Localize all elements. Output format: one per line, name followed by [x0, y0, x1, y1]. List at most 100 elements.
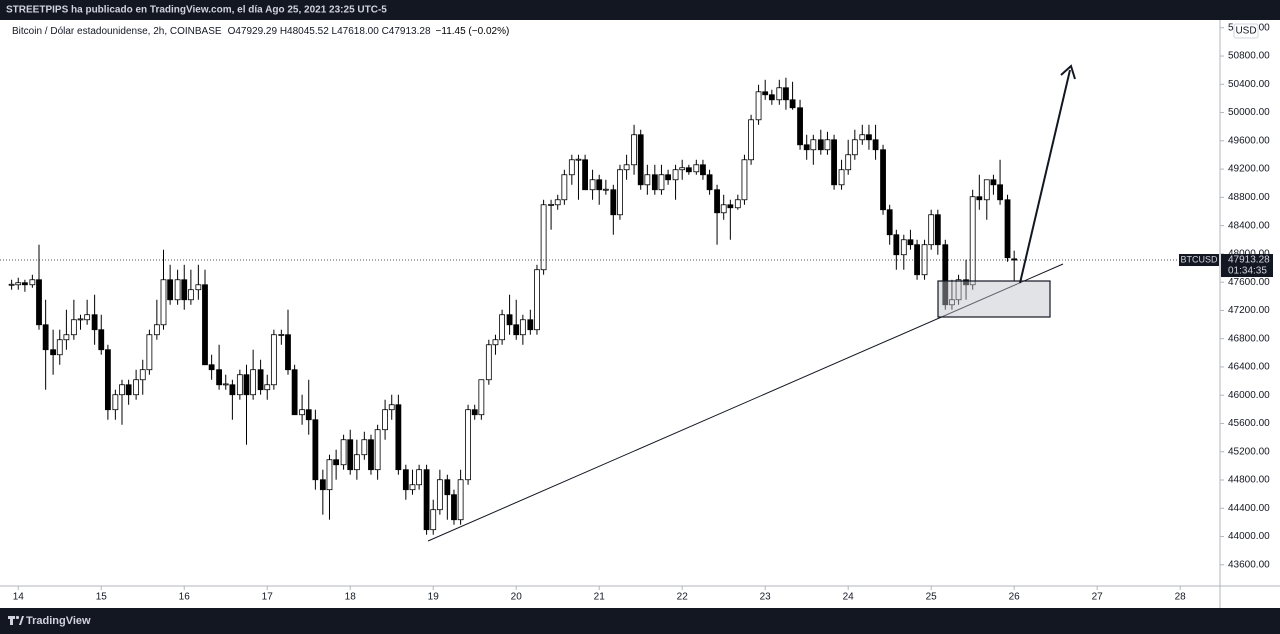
candle-body: [810, 139, 817, 151]
candle-body: [631, 134, 637, 166]
candle-body: [270, 334, 277, 386]
bottom-bar: [0, 608, 1280, 634]
candle-body: [789, 99, 796, 109]
candle-body: [395, 404, 402, 471]
candle-body: [748, 119, 754, 161]
candle-body: [548, 204, 554, 206]
candle-body: [21, 282, 28, 286]
y-tick-label: 44400.00: [1228, 503, 1270, 514]
candle-body: [845, 154, 852, 171]
candle-body: [693, 164, 700, 173]
candle-body: [465, 409, 471, 481]
x-tick-label: 19: [428, 592, 440, 603]
candle-body: [679, 167, 686, 171]
candle-body: [216, 369, 223, 386]
logo-part: [19, 616, 24, 625]
symbol-label: BTCUSD: [1180, 254, 1218, 264]
candle-body: [56, 339, 63, 356]
x-tick-label: 15: [96, 592, 108, 603]
candle-body: [893, 234, 900, 256]
candle-body: [229, 384, 236, 396]
candle-body: [1004, 199, 1011, 259]
candle-body: [499, 314, 506, 341]
candle-body: [949, 299, 955, 306]
x-tick-label: 22: [677, 592, 689, 603]
candle-body: [333, 459, 340, 466]
candle-body: [146, 334, 153, 371]
countdown: 01:34:35: [1228, 266, 1267, 277]
candle-body: [637, 134, 644, 186]
candle-body: [672, 169, 679, 181]
candle-body: [872, 139, 879, 151]
candle-body: [174, 279, 181, 301]
candle-body: [430, 509, 437, 531]
x-tick-label: 17: [262, 592, 274, 603]
candle-body: [340, 439, 347, 466]
candle-body: [983, 179, 990, 201]
y-tick-label: 44800.00: [1228, 475, 1270, 486]
candle-body: [305, 409, 312, 421]
candle-body: [374, 429, 381, 471]
candle-body: [98, 329, 105, 351]
candle-body: [914, 244, 920, 276]
candle-body: [527, 319, 534, 331]
candle-body: [187, 289, 194, 301]
candle-body: [278, 334, 285, 336]
logo-part: [10, 616, 13, 625]
candle-body: [139, 369, 146, 381]
candle-body: [125, 384, 132, 396]
candle-body: [685, 167, 692, 173]
arrow-head: [1060, 64, 1076, 80]
candle-body: [783, 87, 789, 101]
candle-body: [368, 439, 374, 471]
candle-body: [181, 279, 188, 301]
candle-body: [859, 134, 866, 141]
candle-body: [250, 369, 257, 396]
candle-body: [119, 384, 125, 396]
candle-body: [457, 479, 464, 521]
candle-body: [589, 179, 596, 191]
candle-body: [706, 174, 713, 191]
candle-body: [755, 91, 762, 121]
y-tick-label: 46400.00: [1228, 362, 1270, 373]
candle-body: [63, 334, 70, 341]
candle-body: [797, 107, 803, 146]
y-tick-label: 50800.00: [1228, 51, 1270, 62]
candle-body: [519, 319, 526, 336]
y-tick-label: 45600.00: [1228, 418, 1270, 429]
candle-body: [963, 279, 969, 286]
x-tick-label: 23: [760, 592, 772, 603]
candle-body: [485, 344, 492, 381]
candle-body: [997, 184, 1003, 201]
x-tick-label: 18: [345, 592, 357, 603]
candle-body: [243, 374, 250, 396]
candle-body: [15, 282, 22, 286]
candle-body: [423, 469, 430, 531]
candle-body: [714, 189, 720, 214]
symbol-description: Bitcoin / Dólar estadounidense, 2h, COIN…: [12, 26, 222, 37]
candle-body: [623, 164, 630, 171]
candle-body: [851, 139, 858, 156]
candle-body: [91, 314, 98, 331]
candle-body: [727, 204, 734, 209]
candle-body: [436, 479, 443, 511]
drawings: [427, 64, 1076, 542]
candle-body: [990, 179, 997, 186]
candle-body: [478, 379, 485, 416]
ohlc-values: O47929.29 H48045.52 L47618.00 C47913.28: [228, 26, 431, 37]
x-tick-label: 14: [13, 592, 25, 603]
candle-body: [133, 379, 140, 396]
y-tick-label: 47600.00: [1228, 277, 1270, 288]
candle-body: [167, 279, 174, 301]
candle-body: [817, 139, 824, 151]
candle-body: [326, 459, 333, 491]
candle-body: [506, 314, 513, 326]
candle-body: [202, 284, 208, 366]
candle-body: [222, 383, 229, 386]
candle-body: [768, 94, 775, 101]
candle-body: [264, 384, 271, 391]
candle-body: [651, 174, 658, 191]
candle-body: [112, 394, 119, 411]
candle-body: [561, 174, 568, 201]
candle-body: [700, 164, 706, 176]
